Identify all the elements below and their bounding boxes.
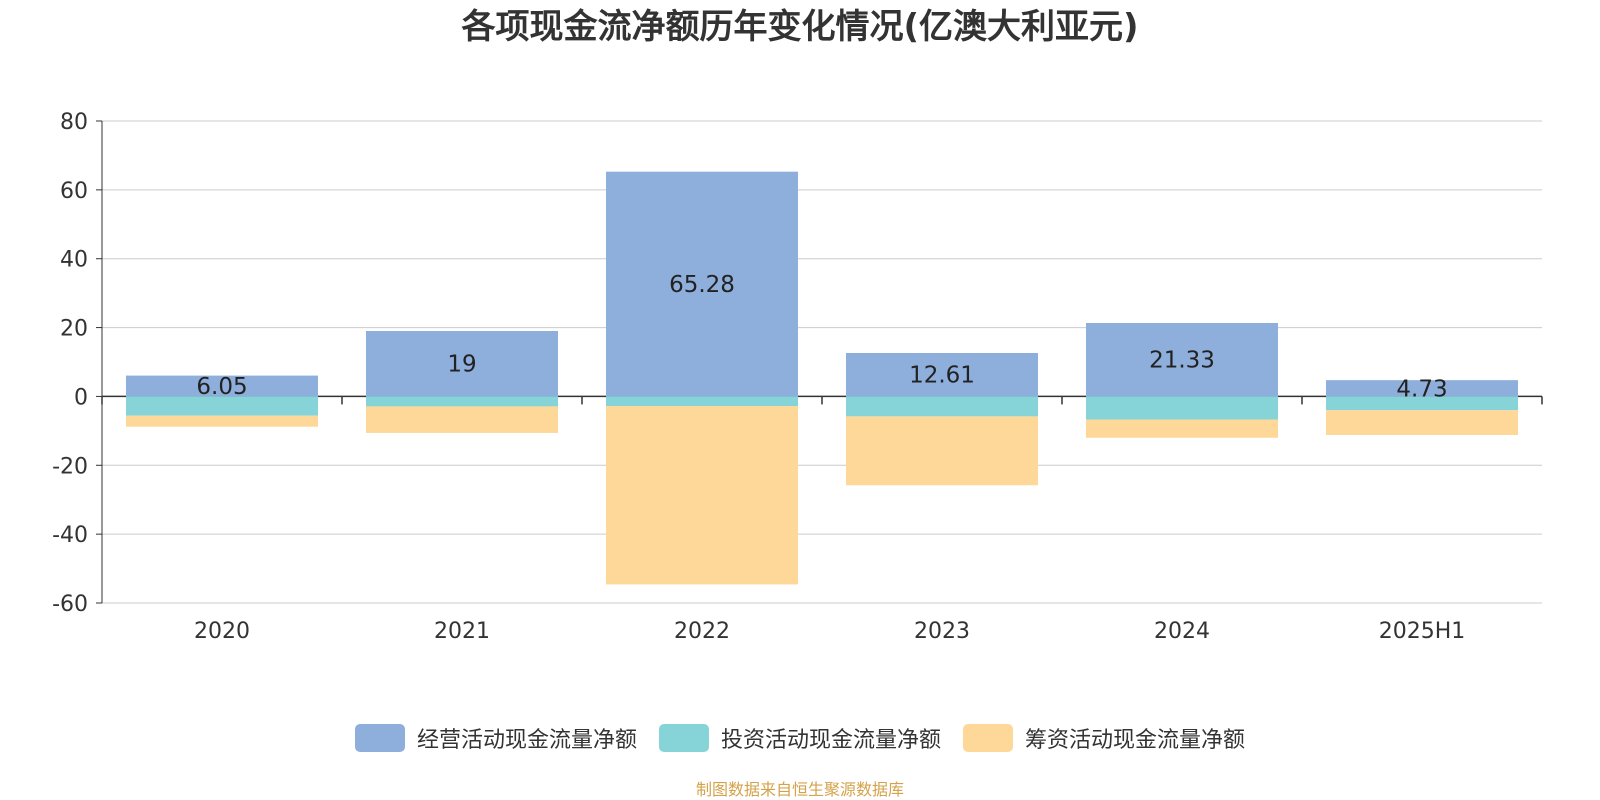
data-label: 6.05 xyxy=(196,374,247,400)
bar-investing-2024 xyxy=(1086,396,1278,420)
x-tick-label: 2022 xyxy=(674,619,730,644)
axes: 80 60 40 20 0 -20 -40 -60 2020 2021 2022 2023 2024 20… xyxy=(52,110,1543,644)
bar-investing-2022 xyxy=(606,396,798,407)
stacked-bar-chart: 80 60 40 20 0 -20 -40 -60 2020 2021 2022 2023 2024 20… xyxy=(52,110,1543,644)
bar-investing-2023 xyxy=(846,396,1038,417)
bar-investing-2020 xyxy=(126,396,318,416)
data-labels: 6.05 19 65.28 12.61 21.33 4.73 xyxy=(196,272,1447,402)
x-tick-label: 2023 xyxy=(914,619,970,644)
y-tick-label: -40 xyxy=(52,523,88,548)
y-tick-label: -20 xyxy=(52,454,88,479)
bar-operating-2025H1 xyxy=(1326,380,1518,397)
bar-financing-2023 xyxy=(846,416,1038,486)
x-tick-label: 2025H1 xyxy=(1379,619,1466,644)
x-tick-label: 2020 xyxy=(194,619,250,644)
legend-item-investing[interactable]: 投资活动现金流量净额 xyxy=(658,722,941,754)
bar-operating-2023 xyxy=(846,353,1038,397)
data-label: 19 xyxy=(447,352,476,378)
legend-item-operating[interactable]: 经营活动现金流量净额 xyxy=(354,722,637,754)
data-label: 65.28 xyxy=(669,272,735,298)
x-tick-label: 2024 xyxy=(1154,619,1210,644)
y-tick-label: 60 xyxy=(60,179,88,204)
bar-financing-2025H1 xyxy=(1326,410,1518,435)
legend-swatch-operating xyxy=(354,724,405,752)
y-tick-label: -60 xyxy=(52,592,88,617)
y-tick-label: 20 xyxy=(60,317,88,342)
data-label: 12.61 xyxy=(909,363,975,389)
y-tick-label: 40 xyxy=(60,248,88,273)
bar-operating-2020 xyxy=(126,375,318,397)
bar-operating-2021 xyxy=(366,331,558,397)
legend: 经营活动现金流量净额 投资活动现金流量净额 筹资活动现金流量净额 xyxy=(0,722,1600,754)
bar-investing-2025H1 xyxy=(1326,396,1518,411)
x-tick-label: 2021 xyxy=(434,619,490,644)
legend-swatch-financing xyxy=(963,724,1013,752)
bar-financing-2020 xyxy=(126,415,318,427)
legend-label-investing: 投资活动现金流量净额 xyxy=(720,728,941,753)
legend-label-operating: 经营活动现金流量净额 xyxy=(416,728,637,753)
y-tick-label: 80 xyxy=(60,110,88,135)
legend-swatch-investing xyxy=(658,724,709,752)
legend-label-financing: 筹资活动现金流量净额 xyxy=(1025,728,1246,753)
y-tick-label: 0 xyxy=(74,385,88,410)
bar-investing-2021 xyxy=(366,396,558,407)
data-label: 21.33 xyxy=(1149,348,1215,374)
bar-financing-2024 xyxy=(1086,419,1278,438)
data-label: 4.73 xyxy=(1396,376,1447,402)
source-note: 制图数据来自恒生聚源数据库 xyxy=(695,780,904,799)
legend-item-financing[interactable]: 筹资活动现金流量净额 xyxy=(963,722,1245,754)
bar-operating-2024 xyxy=(1086,322,1278,397)
gridlines xyxy=(102,120,1542,604)
bar-operating-2022 xyxy=(606,171,798,397)
bar-financing-2022 xyxy=(606,406,798,585)
bar-financing-2021 xyxy=(366,406,558,433)
chart-title: 各项现金流净额历年变化情况(亿澳大利亚元) xyxy=(461,7,1139,47)
bars xyxy=(126,171,1518,585)
